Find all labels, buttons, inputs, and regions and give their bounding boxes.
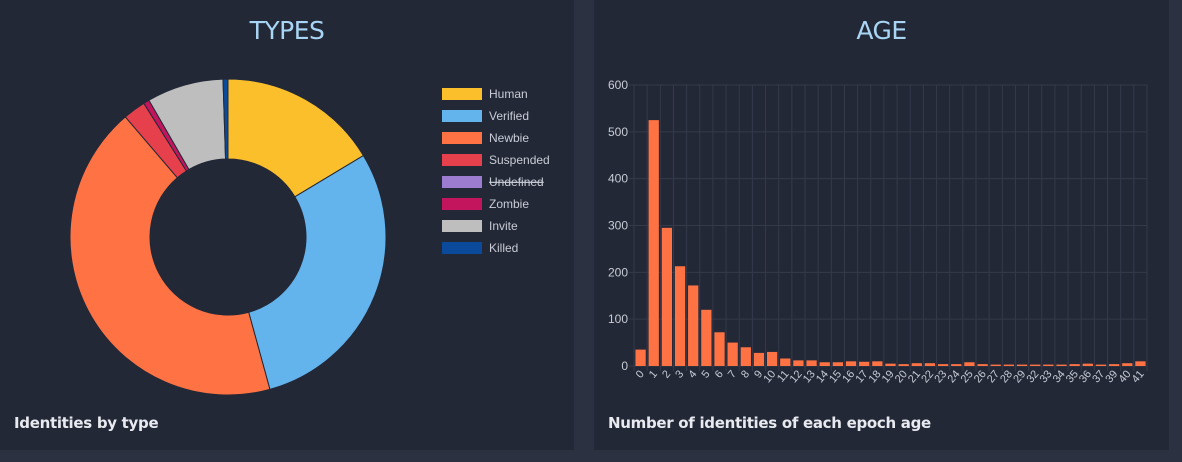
bar-age-34[interactable]: [1056, 364, 1067, 366]
x-tick-label: 2: [660, 368, 673, 380]
donut-slice-killed[interactable]: [222, 78, 229, 160]
legend-label-undefined[interactable]: Undefined: [489, 175, 544, 189]
bar-age-23[interactable]: [937, 364, 949, 366]
legend-label-zombie[interactable]: Zombie: [489, 197, 529, 211]
x-tick-label: 1: [647, 368, 660, 380]
bar-age-41[interactable]: [1135, 361, 1146, 366]
legend-label-invite[interactable]: Invite: [489, 219, 518, 233]
types-caption: Identities by type: [14, 414, 159, 432]
y-tick-label: 0: [621, 359, 628, 373]
x-tick-label: 3: [673, 368, 686, 380]
legend-label-human[interactable]: Human: [489, 87, 528, 101]
age-card: AGE 0 100 200 300 400 500 600 0 1 2 3 4 5 6 7 8 9 10 11 12 1…: [594, 0, 1169, 450]
bar-age-29[interactable]: [1016, 364, 1028, 366]
types-donut-chart: Human Verified Newbie Suspended Undefined Zom…: [69, 78, 550, 396]
donut-slice-verified[interactable]: [248, 154, 387, 390]
bar-age-4[interactable]: [688, 285, 699, 366]
legend-label-suspended[interactable]: Suspended: [489, 153, 550, 167]
bar-age-35[interactable]: [1069, 364, 1080, 366]
donut-slice-human[interactable]: [227, 78, 365, 198]
bar-age-39[interactable]: [1108, 364, 1120, 366]
legend-swatch-newbie[interactable]: [442, 132, 482, 144]
bar-age-1[interactable]: [648, 120, 659, 366]
legend-swatch-human[interactable]: [442, 88, 482, 100]
legend-swatch-zombie[interactable]: [442, 198, 482, 210]
bar-age-37[interactable]: [1095, 364, 1107, 366]
legend-swatch-verified[interactable]: [442, 110, 482, 122]
types-card: TYPES Human Verified Newbie Suspended Undefi…: [0, 0, 574, 450]
bar-age-15[interactable]: [832, 362, 844, 366]
y-tick-label: 400: [608, 172, 628, 186]
age-caption: Number of identities of each epoch age: [608, 414, 931, 432]
bar-age-21[interactable]: [911, 363, 922, 366]
x-tick-label: 6: [713, 368, 726, 380]
bar-age-13[interactable]: [806, 360, 817, 366]
legend-label-verified[interactable]: Verified: [489, 109, 529, 123]
bar-age-25[interactable]: [964, 362, 975, 366]
bar-age-36[interactable]: [1082, 363, 1093, 366]
x-tick-label: 0: [634, 368, 647, 380]
x-tick-label: 41: [1130, 368, 1147, 385]
legend-swatch-killed[interactable]: [442, 242, 482, 254]
bar-age-11[interactable]: [780, 358, 791, 366]
legend-swatch-invite[interactable]: [442, 220, 482, 232]
bar-age-5[interactable]: [701, 309, 712, 366]
bar-age-3[interactable]: [674, 266, 686, 366]
bar-age-14[interactable]: [819, 362, 830, 366]
bar-age-26[interactable]: [977, 364, 988, 366]
donut-slice-newbie[interactable]: [69, 116, 271, 396]
x-tick-label: 7: [726, 368, 739, 380]
bar-age-27[interactable]: [990, 364, 1001, 366]
bar-age-18[interactable]: [872, 361, 883, 366]
x-tick-label: 5: [700, 368, 713, 380]
bar-age-12[interactable]: [793, 360, 804, 366]
y-tick-label: 200: [608, 265, 628, 279]
bar-age-8[interactable]: [740, 347, 751, 366]
y-tick-label: 100: [608, 312, 628, 326]
bar-age-20[interactable]: [898, 364, 909, 366]
bar-age-22[interactable]: [924, 363, 936, 366]
legend-swatch-undefined[interactable]: [442, 176, 482, 188]
types-title: TYPES: [249, 16, 325, 45]
bar-age-32[interactable]: [1030, 364, 1041, 366]
bar-age-10[interactable]: [766, 351, 778, 366]
bar-age-16[interactable]: [845, 361, 857, 366]
legend-label-killed[interactable]: Killed: [489, 241, 518, 255]
y-tick-label: 600: [608, 78, 628, 92]
bar-age-7[interactable]: [727, 342, 738, 366]
legend-swatch-suspended[interactable]: [442, 154, 482, 166]
x-tick-label: 8: [739, 368, 752, 380]
bar-age-2[interactable]: [661, 227, 673, 366]
age-title: AGE: [856, 16, 907, 45]
bar-age-6[interactable]: [714, 332, 725, 366]
bar-age-40[interactable]: [1122, 363, 1133, 366]
bar-age-28[interactable]: [1003, 364, 1015, 366]
y-tick-label: 500: [608, 125, 628, 139]
bar-age-24[interactable]: [951, 364, 962, 366]
bar-age-17[interactable]: [859, 361, 870, 366]
y-tick-label: 300: [608, 219, 628, 233]
bar-age-9[interactable]: [753, 352, 765, 366]
bar-age-19[interactable]: [885, 363, 896, 366]
legend-label-newbie[interactable]: Newbie: [489, 131, 529, 145]
bar-age-33[interactable]: [1043, 364, 1054, 366]
bar-age-0[interactable]: [635, 349, 646, 366]
x-tick-label: 4: [686, 368, 699, 380]
